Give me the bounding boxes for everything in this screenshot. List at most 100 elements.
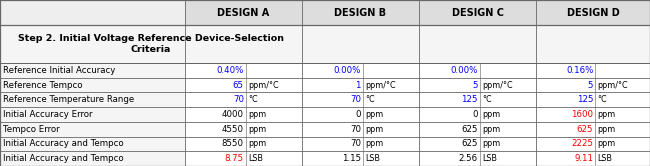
Text: 1600: 1600 xyxy=(571,110,593,119)
Text: DESIGN C: DESIGN C xyxy=(452,7,504,17)
Bar xyxy=(302,92,419,107)
Text: 0.00%: 0.00% xyxy=(333,66,361,75)
Text: Reference Temperature Range: Reference Temperature Range xyxy=(3,95,135,104)
Text: 0.40%: 0.40% xyxy=(216,66,244,75)
Text: ppm: ppm xyxy=(482,125,500,134)
Bar xyxy=(536,122,650,136)
Text: 625: 625 xyxy=(577,125,593,134)
Text: ppm: ppm xyxy=(597,139,616,148)
Text: Reference Initial Accuracy: Reference Initial Accuracy xyxy=(3,66,116,75)
Text: 8550: 8550 xyxy=(222,139,244,148)
Text: Tempco Error: Tempco Error xyxy=(3,125,60,134)
Text: °C: °C xyxy=(597,95,607,104)
Text: ppm: ppm xyxy=(597,110,616,119)
Bar xyxy=(419,107,536,122)
Bar xyxy=(0,151,185,166)
Bar xyxy=(0,0,185,25)
Text: °C: °C xyxy=(248,95,257,104)
Text: DESIGN A: DESIGN A xyxy=(217,7,270,17)
Bar xyxy=(419,0,536,25)
Bar xyxy=(536,151,650,166)
Text: Initial Accuracy Error: Initial Accuracy Error xyxy=(3,110,92,119)
Bar xyxy=(302,78,419,92)
Text: 70: 70 xyxy=(350,125,361,134)
Text: LSB: LSB xyxy=(597,154,612,163)
Text: 2.56: 2.56 xyxy=(459,154,478,163)
Bar xyxy=(0,78,185,92)
Text: DESIGN B: DESIGN B xyxy=(335,7,387,17)
Bar xyxy=(0,136,185,151)
Text: 0.00%: 0.00% xyxy=(450,66,478,75)
Bar xyxy=(302,122,419,136)
Bar xyxy=(185,92,302,107)
Bar xyxy=(536,136,650,151)
Text: 9.11: 9.11 xyxy=(575,154,593,163)
Text: 8.75: 8.75 xyxy=(225,154,244,163)
Bar xyxy=(185,136,302,151)
Bar xyxy=(0,63,185,78)
Bar xyxy=(185,107,302,122)
Text: ppm: ppm xyxy=(248,110,266,119)
Text: 125: 125 xyxy=(462,95,478,104)
Text: ppm: ppm xyxy=(597,125,616,134)
Text: 70: 70 xyxy=(350,95,361,104)
Bar xyxy=(0,25,650,63)
Text: 2225: 2225 xyxy=(571,139,593,148)
Bar xyxy=(302,63,419,78)
Bar xyxy=(185,0,302,25)
Bar xyxy=(302,107,419,122)
Text: ppm/°C: ppm/°C xyxy=(482,81,512,89)
Text: ppm: ppm xyxy=(365,139,383,148)
Text: ppm: ppm xyxy=(365,125,383,134)
Bar xyxy=(536,107,650,122)
Bar xyxy=(302,0,419,25)
Text: 70: 70 xyxy=(233,95,244,104)
Text: ppm: ppm xyxy=(248,139,266,148)
Bar xyxy=(0,92,185,107)
Bar xyxy=(302,151,419,166)
Bar xyxy=(419,63,536,78)
Text: 0: 0 xyxy=(473,110,478,119)
Bar xyxy=(185,63,302,78)
Text: 4000: 4000 xyxy=(222,110,244,119)
Text: ppm: ppm xyxy=(482,110,500,119)
Bar xyxy=(536,92,650,107)
Bar xyxy=(419,78,536,92)
Text: 5: 5 xyxy=(473,81,478,89)
Bar xyxy=(302,136,419,151)
Text: 5: 5 xyxy=(588,81,593,89)
Bar xyxy=(536,0,650,25)
Text: LSB: LSB xyxy=(482,154,497,163)
Text: 0.16%: 0.16% xyxy=(566,66,593,75)
Text: 625: 625 xyxy=(462,139,478,148)
Text: 4550: 4550 xyxy=(222,125,244,134)
Bar xyxy=(419,151,536,166)
Bar xyxy=(419,92,536,107)
Text: Reference Tempco: Reference Tempco xyxy=(3,81,83,89)
Text: LSB: LSB xyxy=(365,154,380,163)
Bar xyxy=(0,122,185,136)
Text: ppm/°C: ppm/°C xyxy=(248,81,278,89)
Text: °C: °C xyxy=(365,95,374,104)
Bar xyxy=(419,136,536,151)
Bar xyxy=(536,78,650,92)
Text: ppm/°C: ppm/°C xyxy=(365,81,395,89)
Text: Step 2. Initial Voltage Reference Device-Selection
Criteria: Step 2. Initial Voltage Reference Device… xyxy=(18,34,284,54)
Bar xyxy=(185,122,302,136)
Text: 1: 1 xyxy=(356,81,361,89)
Text: °C: °C xyxy=(482,95,491,104)
Text: 125: 125 xyxy=(577,95,593,104)
Text: 0: 0 xyxy=(356,110,361,119)
Text: ppm: ppm xyxy=(248,125,266,134)
Text: Initial Accuracy and Tempco: Initial Accuracy and Tempco xyxy=(3,154,124,163)
Text: Initial Accuracy and Tempco: Initial Accuracy and Tempco xyxy=(3,139,124,148)
Text: 70: 70 xyxy=(350,139,361,148)
Bar xyxy=(536,63,650,78)
Text: 625: 625 xyxy=(462,125,478,134)
Bar xyxy=(419,122,536,136)
Text: ppm/°C: ppm/°C xyxy=(597,81,628,89)
Text: LSB: LSB xyxy=(248,154,263,163)
Bar xyxy=(0,107,185,122)
Bar xyxy=(185,151,302,166)
Text: ppm: ppm xyxy=(482,139,500,148)
